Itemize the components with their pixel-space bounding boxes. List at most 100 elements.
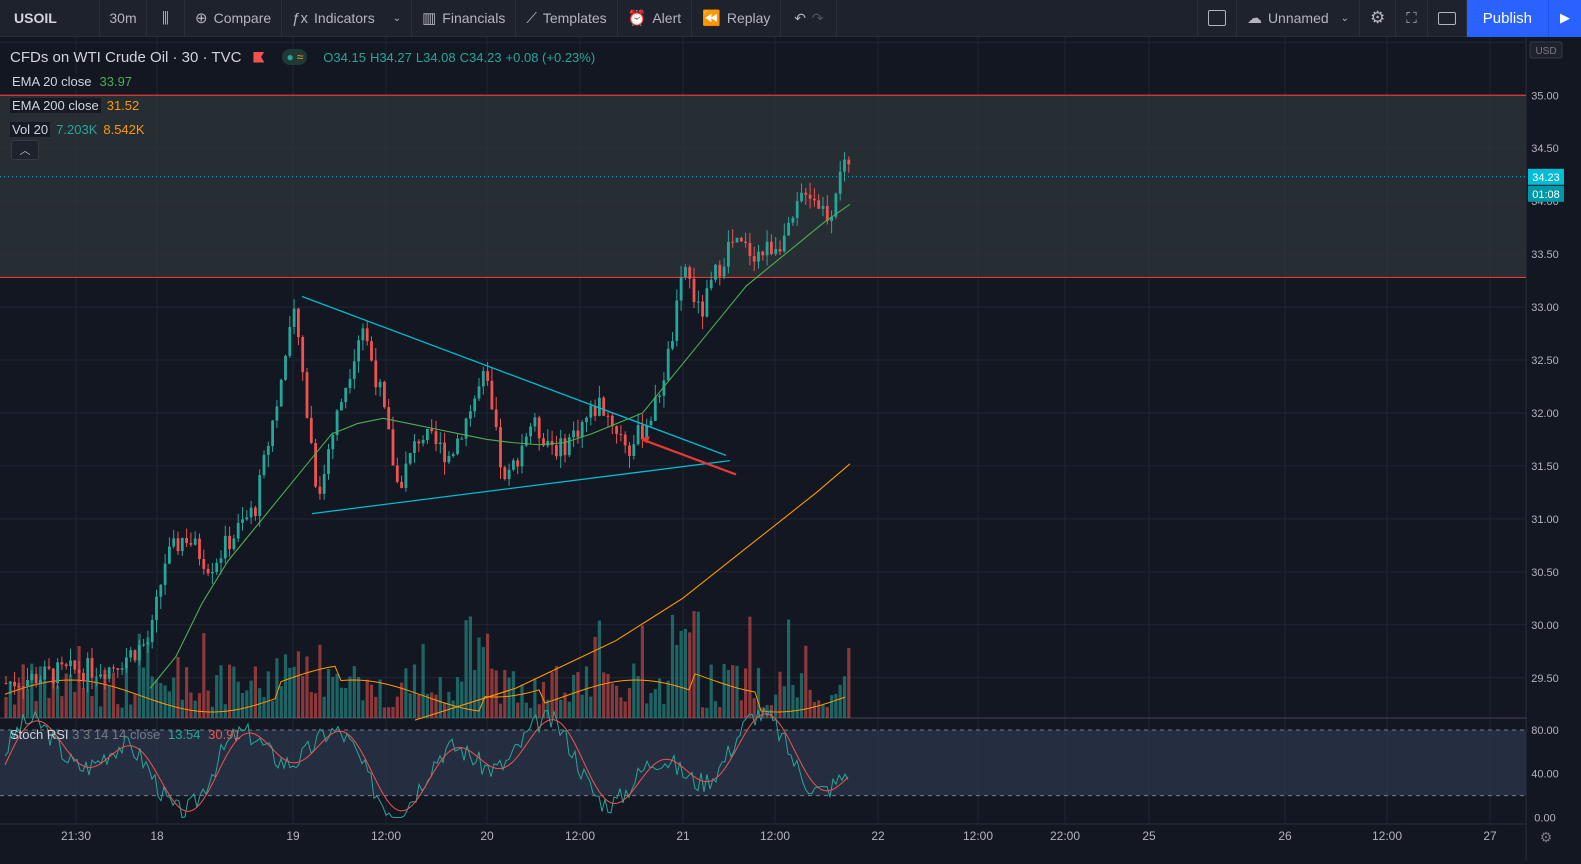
price-tick-label: 33.50: [1531, 249, 1559, 261]
chart-svg[interactable]: 35.0034.5034.0033.5033.0032.5032.0031.50…: [0, 37, 1581, 861]
camera-icon: [1437, 11, 1456, 25]
volume-bar: [812, 701, 816, 718]
candle-body: [185, 538, 188, 544]
stoch-band: [0, 729, 1526, 796]
financials-button[interactable]: ▥ Financials: [412, 0, 517, 37]
time-axis[interactable]: 21:30 18 19 12:00 20 12:00 21 12:00 22 12:00 22:00…: [61, 829, 1552, 845]
price-tick-label: 29.50: [1531, 673, 1559, 685]
symbol-search[interactable]: USOIL: [0, 0, 100, 37]
candle-body: [727, 241, 730, 267]
horizontal-lines[interactable]: [0, 94, 1526, 279]
volume-bar: [782, 686, 786, 718]
indicators-button[interactable]: ƒx Indicators ⌄: [282, 0, 413, 37]
volume-bar: [219, 665, 223, 718]
volume-bar: [60, 696, 64, 718]
candle-body: [800, 192, 803, 202]
candle-body: [481, 371, 485, 387]
settings-button[interactable]: ⚙: [1360, 0, 1397, 37]
time-tick-label: 19: [286, 829, 300, 843]
volume-bar: [81, 688, 85, 718]
candle-body: [266, 446, 270, 455]
candle-body: [275, 406, 279, 421]
volume-bar: [640, 625, 644, 718]
candle-body: [21, 686, 25, 688]
candle-body: [533, 417, 537, 427]
replay-button[interactable]: ⏪ Replay: [692, 0, 782, 37]
volume-bar: [412, 664, 417, 718]
volume-bar: [382, 707, 386, 718]
time-tick-label: 12:00: [760, 829, 790, 843]
publish-button[interactable]: Publish: [1466, 0, 1548, 37]
price-tick-label: 31.50: [1531, 461, 1559, 473]
vol-label[interactable]: Vol 20: [10, 121, 51, 137]
volume-bar: [172, 677, 176, 718]
volume-bar: [606, 673, 610, 718]
collapse-legend-button[interactable]: ︿: [11, 140, 39, 160]
arrow-line: [641, 438, 737, 476]
volume-bar: [266, 671, 270, 718]
volume-bar: [94, 678, 98, 718]
candle-body: [408, 452, 412, 464]
chart-type-button[interactable]: ⫼: [147, 0, 185, 37]
candle-body: [688, 267, 692, 279]
volume-bar: [133, 694, 137, 718]
volume-bar: [520, 684, 524, 718]
candle-body: [722, 266, 726, 277]
templates-button[interactable]: ⟋ Templates: [516, 0, 618, 37]
volume-bar: [455, 677, 460, 718]
fullscreen-button[interactable]: ⛶: [1396, 0, 1428, 37]
undo-icon[interactable]: ↶: [794, 9, 807, 26]
volume-bar: [653, 689, 657, 718]
ema200-line: [414, 463, 851, 721]
candle-body: [735, 237, 739, 243]
select-layout-button[interactable]: [1196, 0, 1237, 37]
candles-icon: ⫼: [162, 9, 169, 27]
volume-bar: [619, 697, 623, 718]
ema20-label[interactable]: EMA 20 close: [10, 73, 94, 89]
candle-body: [520, 445, 524, 467]
candle-body: [507, 469, 511, 480]
ohlc-low: L34.08: [415, 49, 456, 65]
volume-bar: [744, 668, 748, 718]
candle-body: [679, 276, 683, 301]
volume-bar: [357, 676, 361, 718]
gear-icon[interactable]: ⚙: [1540, 829, 1553, 845]
snapshot-button[interactable]: [1428, 0, 1467, 37]
candle-body: [348, 378, 352, 388]
candle-body: [649, 420, 653, 426]
volume-bar: [425, 693, 429, 718]
redo-icon[interactable]: ↷: [811, 9, 824, 26]
volume-bar: [748, 616, 752, 718]
stoch-params: 3 3 14 14 close: [72, 727, 161, 742]
chart-area[interactable]: 35.00 34.50 34.00 33.50 33.00 32.50 32.00 31.50…: [0, 37, 1581, 861]
interval-button[interactable]: 30m: [100, 0, 147, 37]
candle-body: [580, 422, 584, 438]
volume-bar: [318, 644, 322, 718]
legend-title[interactable]: CFDs on WTI Crude Oil · 30 · TVC: [10, 48, 242, 66]
time-tick-label: 22: [871, 829, 885, 843]
candle-body: [150, 620, 154, 643]
candle-body: [198, 538, 201, 560]
candle-body: [804, 192, 808, 195]
price-axis[interactable]: 35.0034.5034.0033.5033.0032.5032.0031.50…: [1527, 37, 1581, 861]
candle-body: [645, 425, 649, 440]
volume-bar: [344, 688, 348, 718]
drawings[interactable]: [301, 295, 737, 515]
layout-name-button[interactable]: ☁ Unnamed ⌄: [1237, 0, 1361, 37]
stoch-label[interactable]: Stoch RSI: [10, 727, 69, 742]
volume-bar: [408, 693, 412, 718]
candle-body: [26, 680, 29, 688]
volume-bar: [283, 654, 288, 718]
ohlc-open: O34.15: [323, 49, 366, 65]
compare-button[interactable]: ⊕ Compare: [185, 0, 283, 37]
time-tick-label: 21: [676, 829, 690, 843]
candle-body: [249, 507, 253, 518]
market-status-icon: ● ≈: [282, 49, 308, 65]
volume-bar: [163, 685, 167, 718]
ema200-label[interactable]: EMA 200 close: [10, 97, 101, 113]
play-button[interactable]: ▶: [1548, 0, 1581, 37]
volume-bar: [215, 675, 219, 718]
alert-button[interactable]: ⏰ Alert: [618, 0, 693, 37]
volume-bar: [593, 636, 597, 718]
volume-bar: [326, 669, 331, 718]
